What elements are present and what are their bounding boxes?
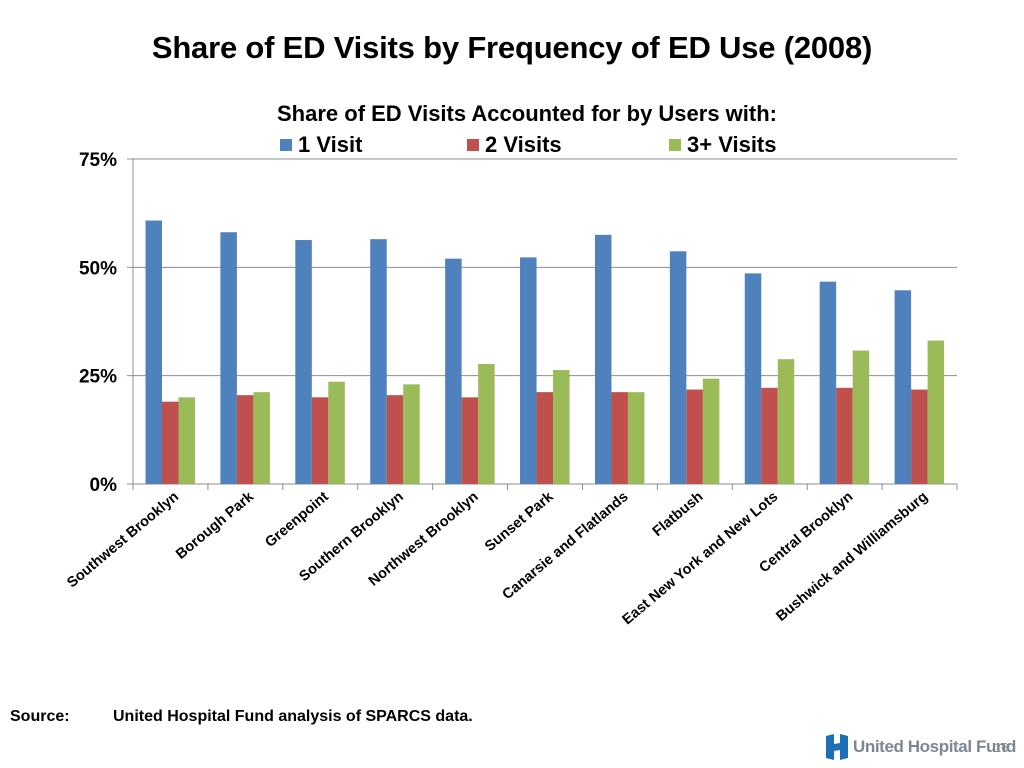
- bar-1-visit: [295, 240, 312, 484]
- x-tick-label: Canarsie and Flatlands: [500, 489, 632, 603]
- bar-2-visits: [236, 395, 254, 484]
- legend-item-1-visit: 1 Visit: [280, 132, 362, 158]
- legend-label-2-visits: 2 Visits: [485, 132, 562, 157]
- bar-2-visits: [911, 389, 928, 484]
- bar-2-visits: [386, 395, 404, 484]
- slide-title: Share of ED Visits by Frequency of ED Us…: [151, 30, 873, 65]
- legend-item-3plus-visits: 3+ Visits: [669, 132, 777, 158]
- bar-3plus-visits: [403, 384, 420, 484]
- bar-2-visits: [836, 387, 853, 484]
- bar-3plus-visits: [852, 350, 870, 484]
- x-tick-label: Bushwick and Williamsburg: [773, 489, 931, 625]
- bar-2-visits: [162, 401, 179, 484]
- source-label: Source:: [10, 708, 70, 725]
- bar-2-visits: [686, 389, 703, 484]
- legend-swatch-3plus-visits: [669, 139, 681, 151]
- bar-1-visit: [894, 290, 912, 484]
- x-tick-label: Sunset Park: [482, 488, 557, 555]
- chart-subtitle: Share of ED Visits Accounted for by User…: [277, 101, 777, 126]
- x-tick-label: East New York and New Lots: [620, 489, 782, 628]
- bar-3plus-visits: [627, 392, 645, 484]
- x-tick-label: Greenpoint: [262, 489, 332, 551]
- bar-3plus-visits: [927, 340, 945, 484]
- x-tick-label: Borough Park: [173, 488, 257, 562]
- bar-1-visit: [520, 257, 537, 484]
- bar-1-visit: [594, 234, 612, 484]
- legend-swatch-1-visit: [280, 139, 292, 151]
- hospital-fund-logo-icon: [826, 734, 848, 760]
- bar-1-visit: [220, 232, 237, 484]
- bar-1-visit: [819, 281, 837, 484]
- x-tick-label: Flatbush: [650, 489, 707, 540]
- bar-3plus-visits: [178, 397, 195, 484]
- x-tick-label: Southwest Brooklyn: [64, 489, 182, 591]
- bar-3plus-visits: [478, 363, 495, 484]
- bar-1-visit: [669, 251, 687, 484]
- bar-3plus-visits: [553, 370, 570, 484]
- logo-text: United Hospital Fund: [853, 737, 1016, 756]
- bar-3plus-visits: [702, 378, 720, 484]
- source-text: United Hospital Fund analysis of SPARCS …: [113, 708, 473, 725]
- bar-3plus-visits: [253, 392, 270, 484]
- bar-3plus-visits: [777, 359, 795, 484]
- y-tick-label: 0%: [90, 475, 118, 496]
- bar-2-visits: [461, 397, 479, 484]
- legend-item-2-visits: 2 Visits: [467, 132, 562, 158]
- bar-2-visits: [761, 387, 778, 484]
- bar-1-visit: [744, 273, 762, 484]
- legend-label-3plus-visits: 3+ Visits: [687, 132, 777, 157]
- y-tick-label: 75%: [79, 150, 117, 171]
- y-tick-label: 25%: [79, 367, 117, 388]
- bar-2-visits: [536, 392, 554, 484]
- legend-label-1-visit: 1 Visit: [298, 132, 363, 157]
- bar-1-visit: [370, 239, 387, 484]
- bar-3plus-visits: [328, 381, 345, 484]
- bar-2-visits: [611, 392, 628, 484]
- bar-1-visit: [145, 220, 162, 485]
- legend-swatch-2-visits: [467, 139, 479, 151]
- united-hospital-fund-logo: United Hospital Fund: [826, 733, 1016, 761]
- bar-2-visits: [311, 397, 329, 484]
- y-tick-label: 50%: [79, 258, 117, 279]
- page-number: 16: [994, 740, 1009, 755]
- bar-1-visit: [445, 258, 462, 484]
